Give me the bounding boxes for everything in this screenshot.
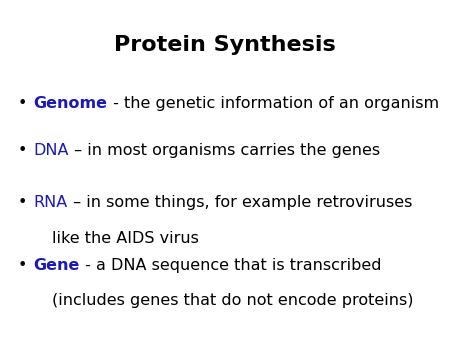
Text: DNA: DNA	[34, 143, 69, 158]
Text: – in some things, for example retroviruses: – in some things, for example retrovirus…	[68, 195, 412, 210]
Text: •: •	[18, 195, 27, 210]
Text: RNA: RNA	[34, 195, 68, 210]
Text: Gene: Gene	[34, 258, 80, 273]
Text: – in most organisms carries the genes: – in most organisms carries the genes	[69, 143, 380, 158]
Text: - a DNA sequence that is transcribed: - a DNA sequence that is transcribed	[80, 258, 382, 273]
Text: Genome: Genome	[34, 96, 108, 111]
Text: like the AIDS virus: like the AIDS virus	[52, 231, 198, 246]
Text: •: •	[18, 143, 27, 158]
Text: •: •	[18, 96, 27, 111]
Text: Protein Synthesis: Protein Synthesis	[114, 35, 336, 55]
Text: •: •	[18, 258, 27, 273]
Text: - the genetic information of an organism: - the genetic information of an organism	[108, 96, 439, 111]
Text: (includes genes that do not encode proteins): (includes genes that do not encode prote…	[52, 293, 413, 308]
